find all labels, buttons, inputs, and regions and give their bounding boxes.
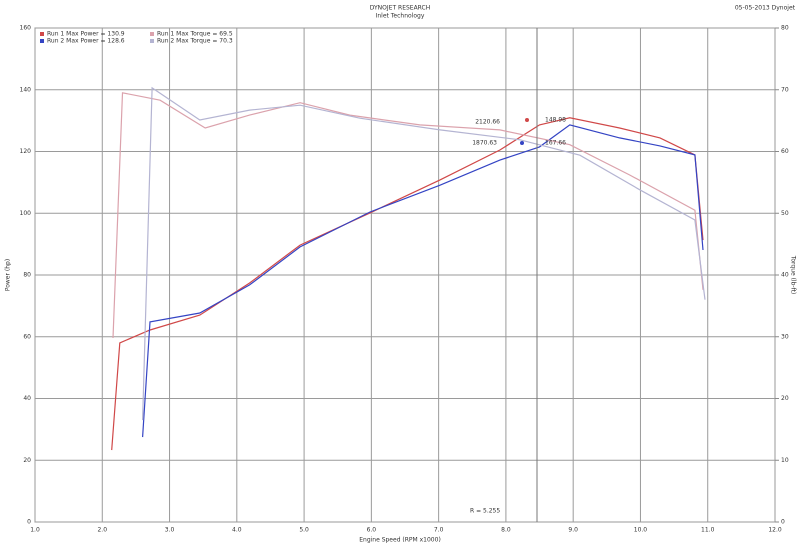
y2-tick-label: 60 — [781, 148, 789, 155]
y2-tick-label: 80 — [781, 25, 789, 32]
y-axis-label: Power (hp) — [5, 259, 12, 291]
x-axis-label: Engine Speed (RPM x1000) — [359, 537, 441, 544]
y-tick-label: 140 — [20, 86, 32, 93]
legend-label: Run 1 Max Power = 130.9 — [47, 31, 125, 38]
annotation: 2120.66 — [475, 119, 500, 126]
annotation: 167.66 — [545, 140, 566, 147]
y-tick-label: 20 — [23, 457, 31, 464]
y-tick-label: 120 — [20, 148, 32, 155]
x-tick-label: 8.0 — [501, 527, 511, 534]
legend-swatch — [150, 39, 154, 43]
y2-tick-label: 50 — [781, 210, 789, 217]
legend-label: Run 1 Max Torque = 69.5 — [157, 31, 233, 38]
y-tick-label: 100 — [20, 210, 32, 217]
annotation: R = 5.255 — [470, 508, 500, 515]
x-tick-label: 11.0 — [701, 527, 715, 534]
y-tick-label: 60 — [23, 333, 31, 340]
x-tick-label: 2.0 — [97, 527, 107, 534]
y2-axis-label: Torque (lb-ft) — [790, 255, 797, 295]
x-tick-label: 6.0 — [367, 527, 377, 534]
x-tick-label: 9.0 — [568, 527, 578, 534]
annotation: 148.98 — [545, 117, 566, 124]
x-tick-label: 7.0 — [434, 527, 444, 534]
legend-swatch — [40, 39, 44, 43]
series-line — [142, 86, 706, 421]
series-line — [111, 117, 704, 451]
y2-tick-label: 40 — [781, 272, 789, 279]
chart-subtitle: Inlet Technology — [376, 13, 425, 20]
x-tick-label: 3.0 — [165, 527, 175, 534]
x-tick-label: 1.0 — [30, 527, 40, 534]
annotation: 1870.63 — [472, 140, 497, 147]
corner-text: 05-05-2013 Dynojet — [735, 5, 796, 12]
legend-label: Run 2 Max Torque = 70.3 — [157, 38, 233, 45]
y-tick-label: 0 — [27, 519, 31, 526]
y2-tick-label: 20 — [781, 395, 789, 402]
y-tick-label: 160 — [20, 25, 32, 32]
y2-tick-label: 30 — [781, 333, 789, 340]
marker-dot — [520, 141, 524, 145]
y2-tick-label: 10 — [781, 457, 789, 464]
y2-tick-label: 0 — [781, 519, 785, 526]
series-line — [112, 92, 704, 339]
marker-dot — [525, 118, 529, 122]
x-tick-label: 4.0 — [232, 527, 242, 534]
y2-tick-label: 70 — [781, 86, 789, 93]
x-tick-label: 5.0 — [299, 527, 309, 534]
legend-swatch — [150, 32, 154, 36]
chart-title: DYNOJET RESEARCH — [370, 5, 431, 12]
series-line — [142, 124, 704, 438]
y-tick-label: 80 — [23, 272, 31, 279]
y-tick-label: 40 — [23, 395, 31, 402]
legend-swatch — [40, 32, 44, 36]
x-tick-label: 12.0 — [768, 527, 782, 534]
legend-label: Run 2 Max Power = 128.6 — [47, 38, 125, 45]
x-tick-label: 10.0 — [634, 527, 648, 534]
